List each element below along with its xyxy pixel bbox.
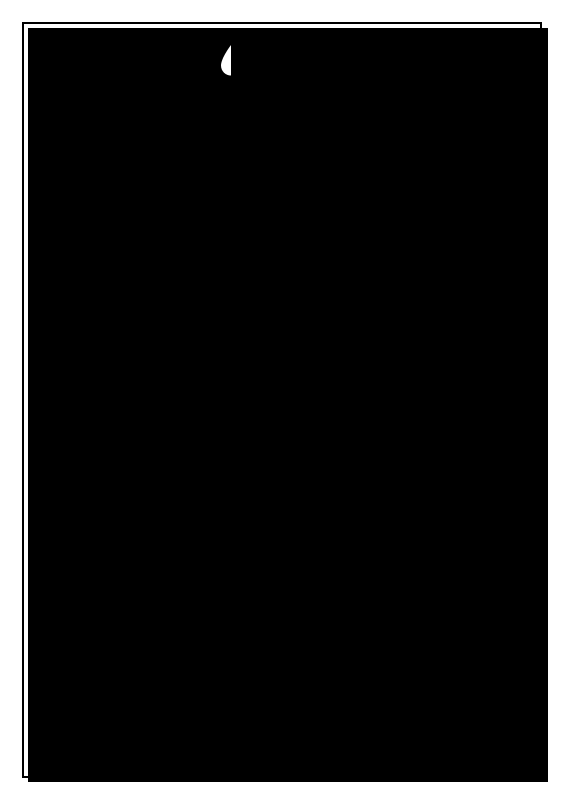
- product-c07785: C07785: [48, 411, 213, 569]
- list-item: INSTRUCTION MANUAL: [246, 659, 372, 671]
- list-item: WOOD STOVES: [63, 132, 146, 144]
- list-item: ÖLÖFEN FÜR HOLZFEUERUNG: [63, 148, 229, 160]
- pointing-hand-icon: [222, 689, 236, 701]
- doc-ref: N° P0050777 .02: [55, 757, 124, 767]
- list-item: SALAMANDRAS A LENHA: [63, 196, 200, 208]
- brand-name: deville: [214, 38, 351, 88]
- brand-tagline: la vraie flamme bleue: [38, 86, 526, 102]
- product-c07789: C07789: [233, 411, 363, 594]
- product-type-list: POELES A BOIS WOOD STOVES ÖLÖFEN FÜR HOL…: [48, 116, 526, 208]
- product-c07799: C07799: [383, 411, 523, 579]
- logo-block: deville la vraie flamme bleue: [38, 38, 526, 102]
- list-item: ESTUFAS DE LEÑA: [63, 180, 165, 192]
- list-item: BEDIENUNGSANLEITUNG: [246, 674, 384, 686]
- products-grid: C07762 C07782: [38, 226, 526, 646]
- pointing-hand-icon: [222, 674, 236, 686]
- pointing-hand-icon: [222, 659, 236, 671]
- bullet-icon: [48, 200, 53, 205]
- list-item: MANUAL DE UTILIZAÇÃO: [246, 719, 381, 731]
- product-c07782: C07782: [368, 226, 503, 394]
- stove-illustration: [48, 434, 213, 569]
- bullet-icon: [48, 168, 53, 173]
- bullet-icon: [48, 152, 53, 157]
- pointing-hand-icon: [222, 644, 236, 656]
- product-c07762: C07762: [128, 226, 283, 379]
- list-item: GUIA DE UTILIZACION: [246, 704, 364, 716]
- page-content: deville la vraie flamme bleue POELES A B…: [22, 22, 542, 778]
- bullet-icon: [48, 120, 53, 125]
- document-number: N° P0050777 .02 03/07: [46, 754, 169, 770]
- list-item: POELES A BOIS: [63, 116, 148, 128]
- pointing-hand-icon: [222, 704, 236, 716]
- list-item: NOTICE D'EMPLOI: [246, 644, 343, 656]
- stove-illustration: [368, 249, 503, 394]
- product-code: C07782: [368, 226, 503, 243]
- product-code: C07789: [233, 411, 363, 428]
- bullet-icon: [48, 184, 53, 189]
- doc-date: 03/07: [138, 757, 161, 767]
- stove-illustration: [128, 249, 283, 379]
- pointing-hand-icon: [222, 719, 236, 731]
- brand-text: deville: [250, 42, 351, 85]
- product-code: C07785: [48, 411, 213, 428]
- stove-illustration: [233, 434, 363, 594]
- bullet-icon: [48, 136, 53, 141]
- product-code: C07799: [383, 411, 523, 428]
- stove-illustration: [383, 434, 523, 579]
- list-item: STUFE A LEGNA: [63, 164, 151, 176]
- product-code: C07762: [128, 226, 283, 243]
- droplet-icon: [214, 38, 248, 88]
- manual-type-list: NOTICE D'EMPLOI INSTRUCTION MANUAL BEDIE…: [222, 644, 384, 734]
- list-item: ISTRUZIONI PER L'USO: [246, 689, 370, 701]
